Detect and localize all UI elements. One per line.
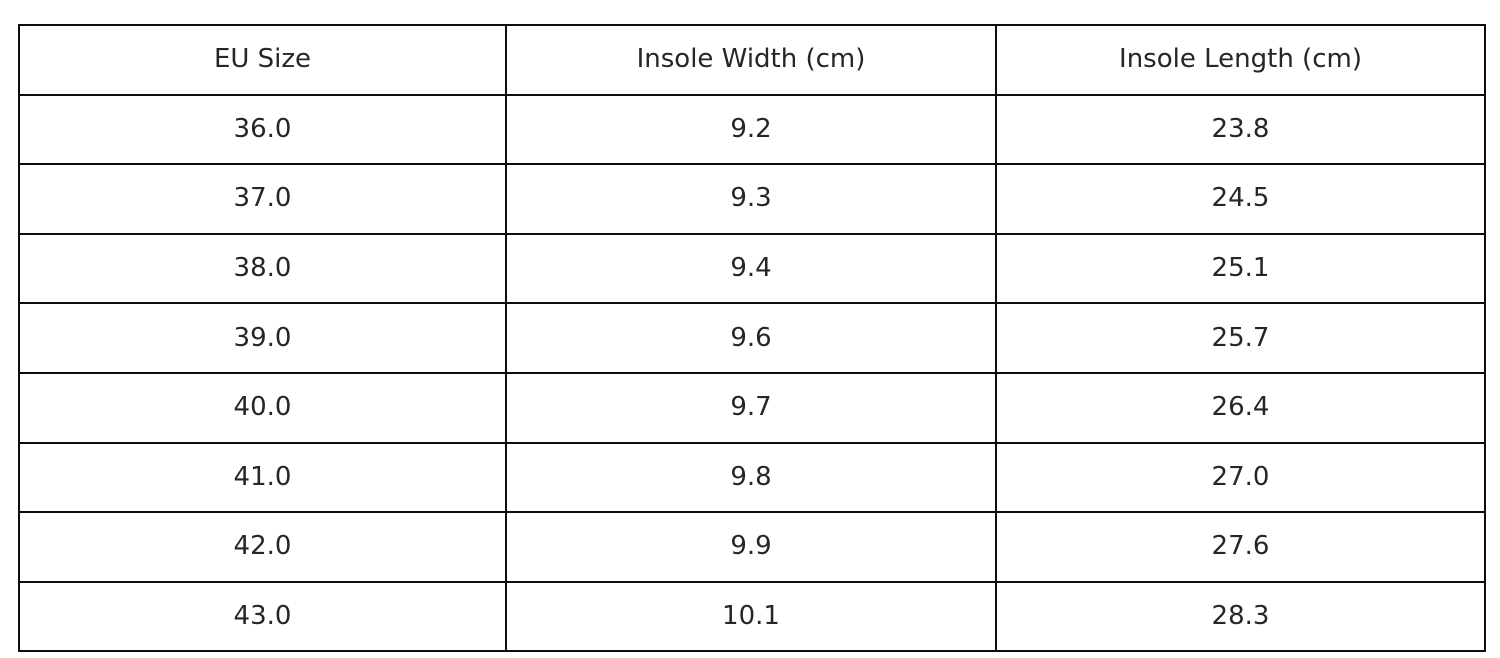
cell-eu-size: 38.0 xyxy=(18,232,507,305)
cell-eu-size: 36.0 xyxy=(18,93,507,166)
cell-eu-size: 39.0 xyxy=(18,302,507,374)
table-body: 36.0 9.2 23.8 37.0 9.3 24.5 38.0 9.4 25.… xyxy=(18,93,1486,653)
cell-insole-length: 27.0 xyxy=(995,441,1486,514)
cell-insole-width: 9.9 xyxy=(505,511,997,583)
cell-insole-width: 9.7 xyxy=(505,371,997,444)
table-row: 40.0 9.7 26.4 xyxy=(18,371,1486,444)
cell-insole-length: 28.3 xyxy=(995,580,1486,653)
table-row: 36.0 9.2 23.8 xyxy=(18,93,1486,166)
cell-eu-size: 40.0 xyxy=(18,371,507,444)
table-row: 37.0 9.3 24.5 xyxy=(18,163,1486,235)
cell-insole-length: 25.7 xyxy=(995,302,1486,374)
cell-eu-size: 42.0 xyxy=(18,511,507,583)
cell-eu-size: 37.0 xyxy=(18,163,507,235)
cell-insole-length: 25.1 xyxy=(995,232,1486,305)
cell-insole-width: 9.3 xyxy=(505,163,997,235)
cell-insole-width: 10.1 xyxy=(505,580,997,653)
shoe-size-chart: EU Size Insole Width (cm) Insole Length … xyxy=(18,24,1486,653)
cell-insole-length: 27.6 xyxy=(995,511,1486,583)
table-header-row: EU Size Insole Width (cm) Insole Length … xyxy=(18,24,1486,96)
cell-insole-length: 23.8 xyxy=(995,93,1486,166)
table-header: EU Size Insole Width (cm) Insole Length … xyxy=(18,24,1486,96)
column-header-insole-length: Insole Length (cm) xyxy=(995,24,1486,96)
table-row: 41.0 9.8 27.0 xyxy=(18,441,1486,514)
table-row: 38.0 9.4 25.1 xyxy=(18,232,1486,305)
cell-insole-width: 9.4 xyxy=(505,232,997,305)
cell-insole-width: 9.2 xyxy=(505,93,997,166)
table-row: 43.0 10.1 28.3 xyxy=(18,580,1486,653)
column-header-eu-size: EU Size xyxy=(18,24,507,96)
cell-eu-size: 41.0 xyxy=(18,441,507,514)
cell-insole-width: 9.8 xyxy=(505,441,997,514)
table-row: 39.0 9.6 25.7 xyxy=(18,302,1486,374)
table-row: 42.0 9.9 27.6 xyxy=(18,511,1486,583)
size-table: EU Size Insole Width (cm) Insole Length … xyxy=(18,24,1486,653)
cell-eu-size: 43.0 xyxy=(18,580,507,653)
cell-insole-width: 9.6 xyxy=(505,302,997,374)
cell-insole-length: 24.5 xyxy=(995,163,1486,235)
column-header-insole-width: Insole Width (cm) xyxy=(505,24,997,96)
cell-insole-length: 26.4 xyxy=(995,371,1486,444)
